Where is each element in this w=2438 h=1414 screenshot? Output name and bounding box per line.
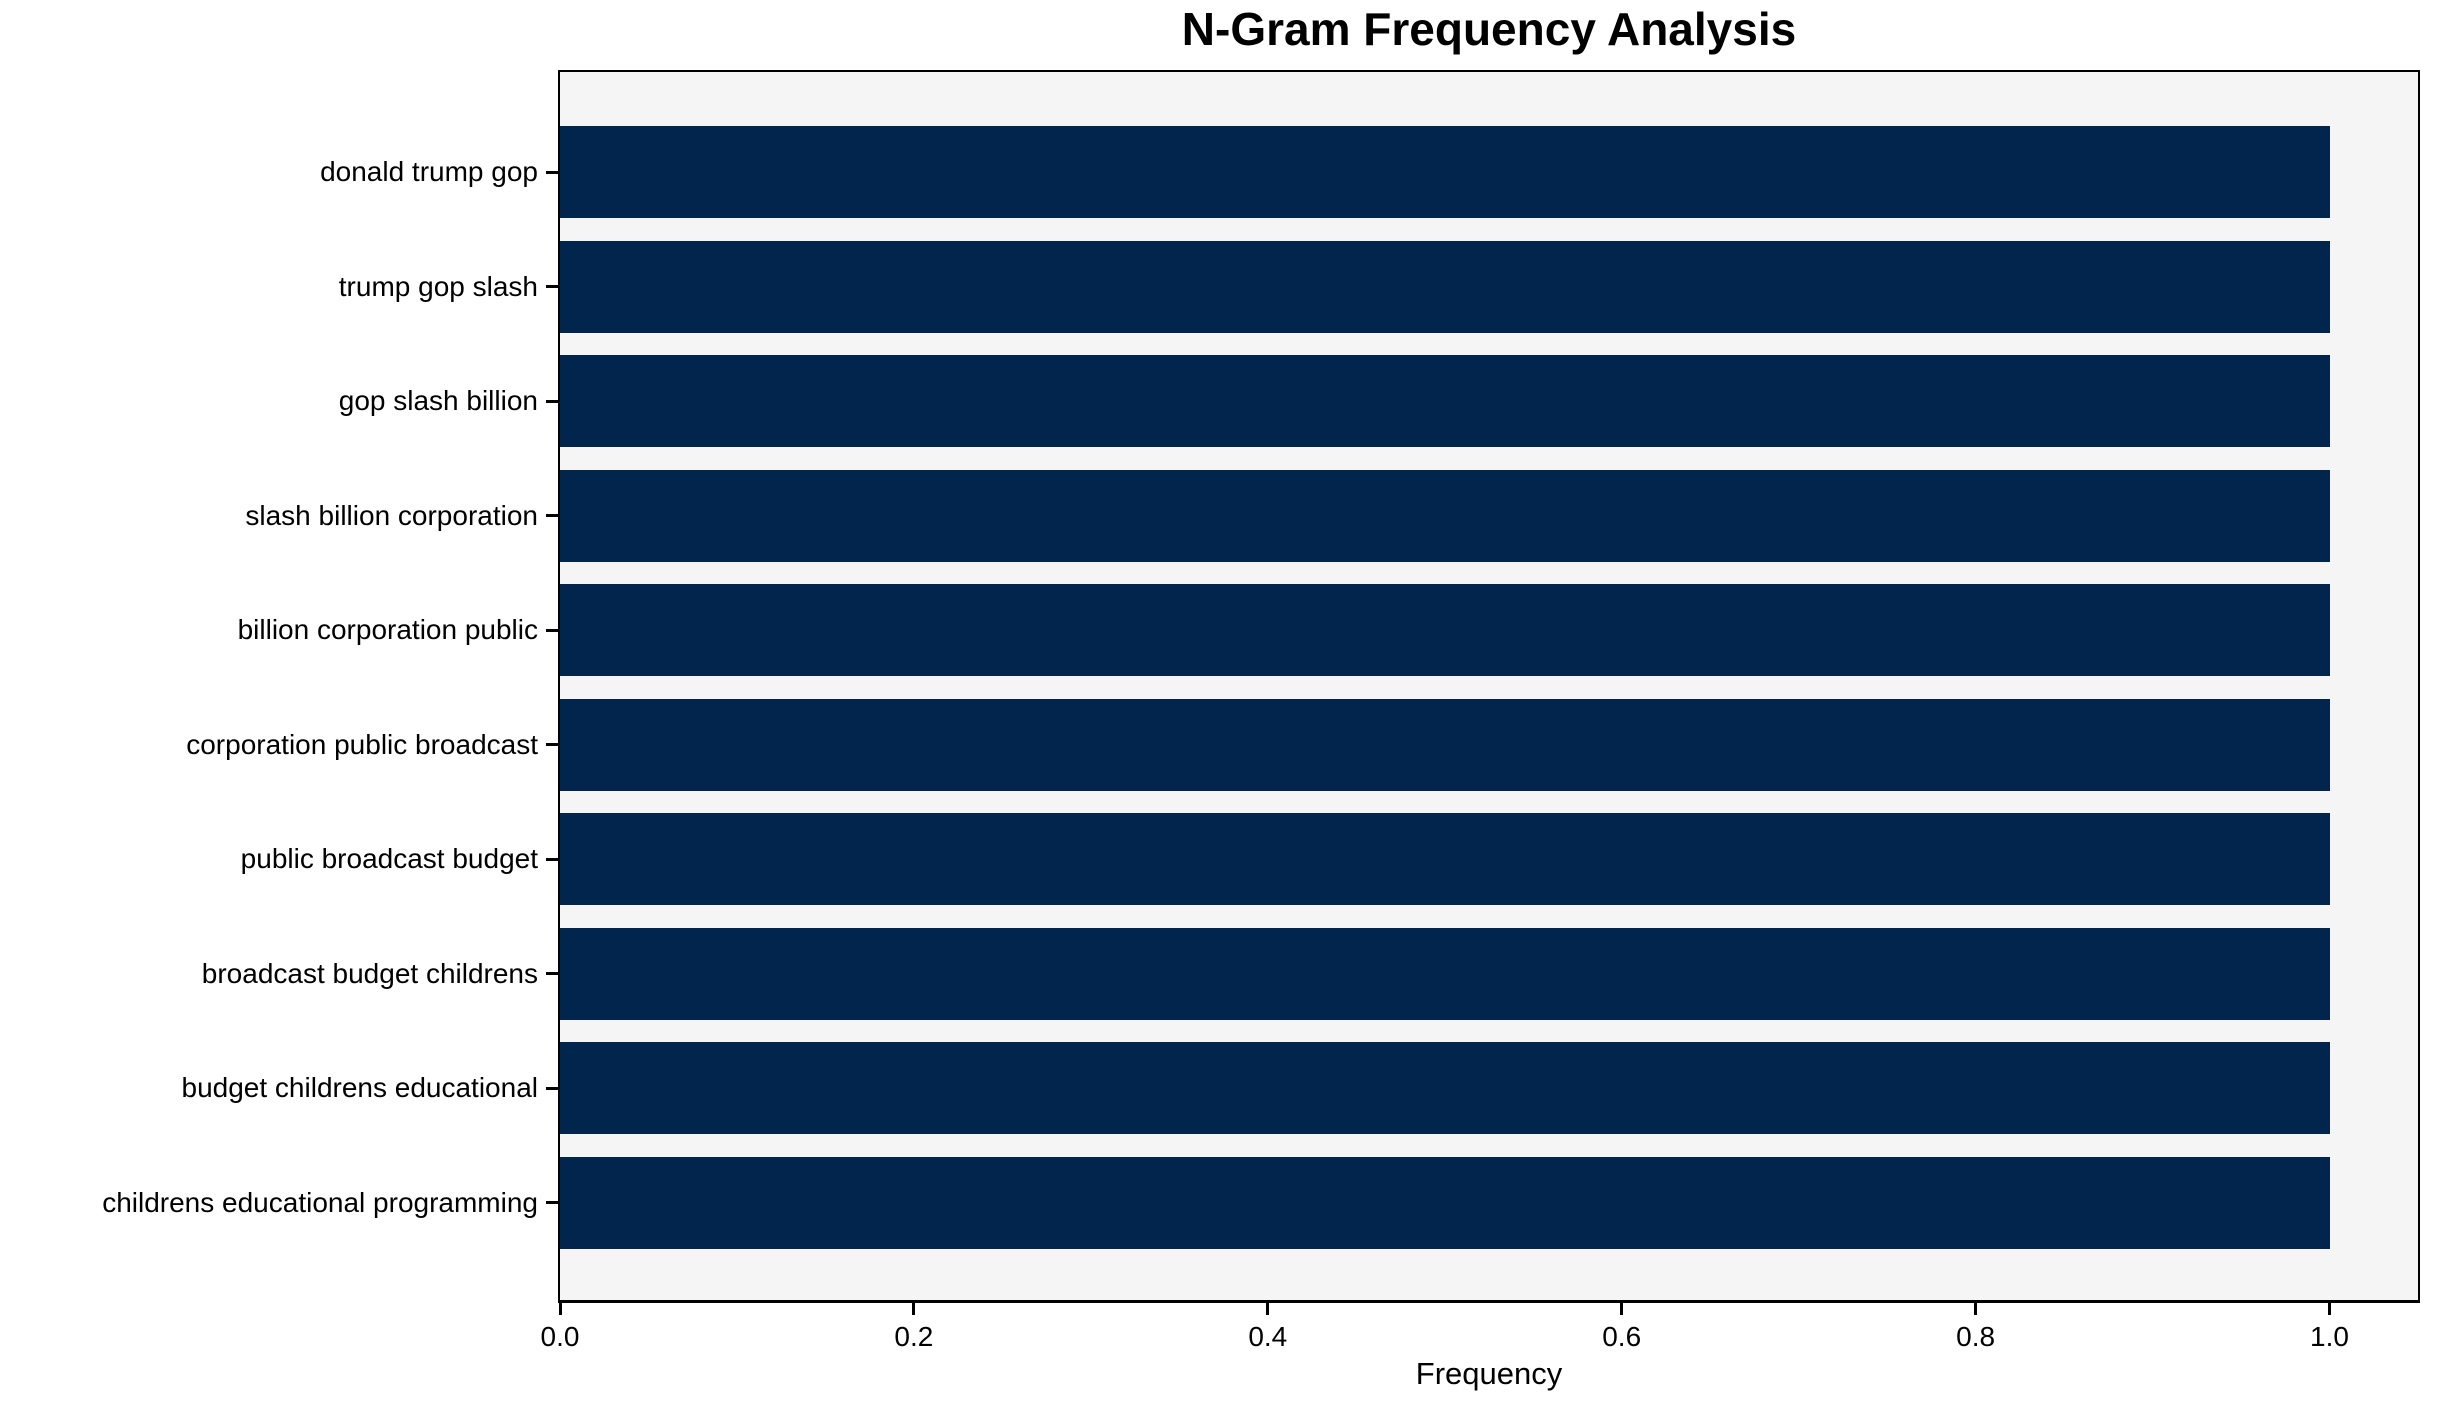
bar [560,240,2330,333]
bar [560,698,2330,791]
bar [560,927,2330,1020]
x-tick-label: 0.8 [1956,1321,1996,1352]
bar [560,584,2330,676]
y-tick-label: public broadcast budget [240,843,538,874]
y-tick-mark [546,857,558,861]
bar [560,469,2330,562]
x-tick-label: 1.0 [2310,1321,2349,1352]
bar [560,1042,2330,1134]
y-tick-mark [546,514,558,517]
x-tick-mark [558,1303,562,1315]
x-tick-mark [1266,1303,1270,1315]
y-tick-label: trump gop slash [338,270,538,302]
x-tick-label: 0.6 [1602,1321,1642,1352]
y-tick-mark [546,285,558,288]
x-tick-mark [1620,1303,1624,1315]
bar [560,813,2330,905]
x-tick-mark [912,1303,916,1315]
x-tick-mark [1974,1303,1978,1315]
x-tick-label: 0.4 [1248,1321,1288,1352]
y-tick-mark [546,399,558,403]
y-tick-mark [546,1201,558,1204]
y-tick-mark [546,170,558,174]
bar [560,1156,2330,1249]
chart-title: N-Gram Frequency Analysis [1181,3,1797,55]
x-tick-label: 0.2 [894,1321,934,1352]
y-tick-label: childrens educational programming [102,1186,538,1218]
x-tick-mark [2328,1303,2332,1315]
y-tick-mark [546,972,558,975]
bar [560,355,2330,447]
y-tick-label: broadcast budget childrens [201,957,538,989]
y-tick-label: donald trump gop [320,156,538,187]
y-tick-mark [546,628,558,632]
y-tick-label: gop slash billion [338,385,538,416]
y-tick-label: corporation public broadcast [186,728,538,760]
y-tick-label: slash billion corporation [245,499,538,531]
x-axis-title: Frequency [1415,1356,1563,1391]
y-tick-label: billion corporation public [237,614,538,645]
bar [560,126,2330,218]
y-tick-label: budget childrens educational [181,1072,538,1103]
y-tick-mark [546,743,558,746]
y-tick-mark [546,1086,558,1090]
plot-area [558,70,2420,1303]
x-tick-label: 0.0 [540,1321,580,1352]
